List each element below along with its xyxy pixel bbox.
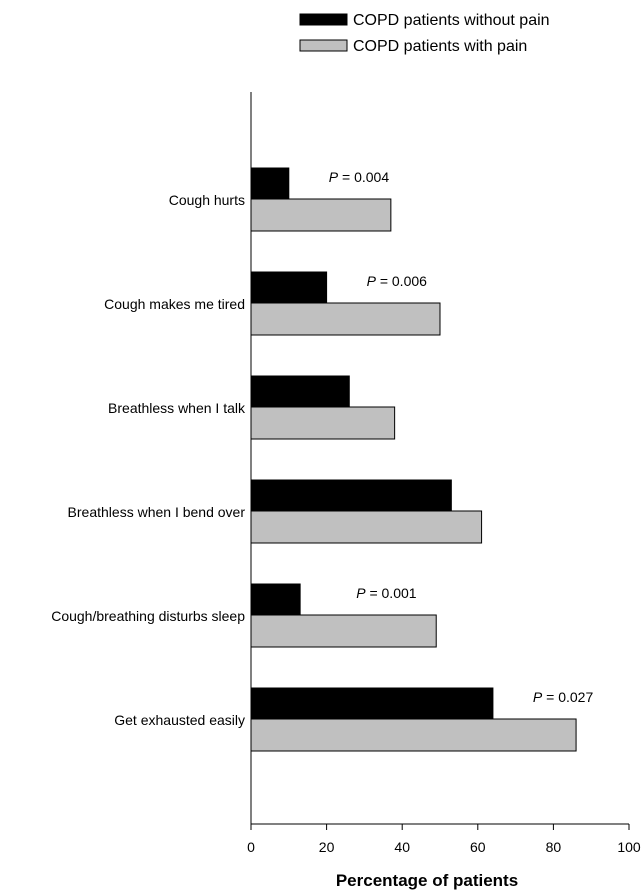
- legend: COPD patients without pain COPD patients …: [299, 12, 550, 55]
- p-value-1: P = 0.004: [329, 169, 390, 185]
- bar-with-pain-3: [250, 406, 396, 440]
- legend-swatch-1: [299, 13, 348, 26]
- p-value-2: P = 0.006: [367, 273, 428, 289]
- p-value-annotations: P = 0.004 P = 0.006 P = 0.001 P = 0.027: [329, 169, 594, 705]
- bar-without-pain-3: [250, 375, 350, 409]
- x-tick-label-3: 40: [394, 839, 410, 855]
- legend-swatch-2: [299, 39, 348, 52]
- category-label-5: Cough/breathing disturbs sleep: [51, 608, 245, 624]
- bar-without-pain-2: [250, 271, 328, 305]
- x-axis-title: Percentage of patients: [336, 871, 518, 890]
- bar-with-pain-4: [250, 510, 483, 544]
- p-value-3: P = 0.001: [356, 585, 417, 601]
- category-label-2: Cough makes me tired: [104, 296, 245, 312]
- x-tick-label-2: 20: [319, 839, 335, 855]
- legend-label-2: COPD patients with pain: [353, 38, 527, 55]
- bar-with-pain-1: [250, 198, 392, 232]
- category-label-4: Breathless when I bend over: [68, 504, 246, 520]
- bar-without-pain-1: [250, 167, 290, 201]
- x-tick-label-4: 60: [470, 839, 486, 855]
- p-value-4: P = 0.027: [533, 689, 594, 705]
- axes: 0 20 40 60 80 100: [247, 92, 641, 855]
- bar-with-pain-2: [250, 302, 441, 336]
- bar-without-pain-4: [250, 479, 452, 513]
- category-label-6: Get exhausted easily: [114, 712, 245, 728]
- x-tick-label-1: 0: [247, 839, 255, 855]
- category-labels: Cough hurts Cough makes me tired Breathles…: [51, 192, 246, 728]
- legend-label-1: COPD patients without pain: [353, 12, 550, 29]
- bars: [250, 167, 577, 752]
- bar-without-pain-5: [250, 583, 301, 617]
- x-tick-label-5: 80: [546, 839, 562, 855]
- category-label-3: Breathless when I talk: [108, 400, 246, 416]
- bar-with-pain-5: [250, 614, 437, 648]
- bar-without-pain-6: [250, 687, 494, 721]
- x-tick-label-6: 100: [617, 839, 641, 855]
- bar-with-pain-6: [250, 718, 577, 752]
- category-label-1: Cough hurts: [169, 192, 245, 208]
